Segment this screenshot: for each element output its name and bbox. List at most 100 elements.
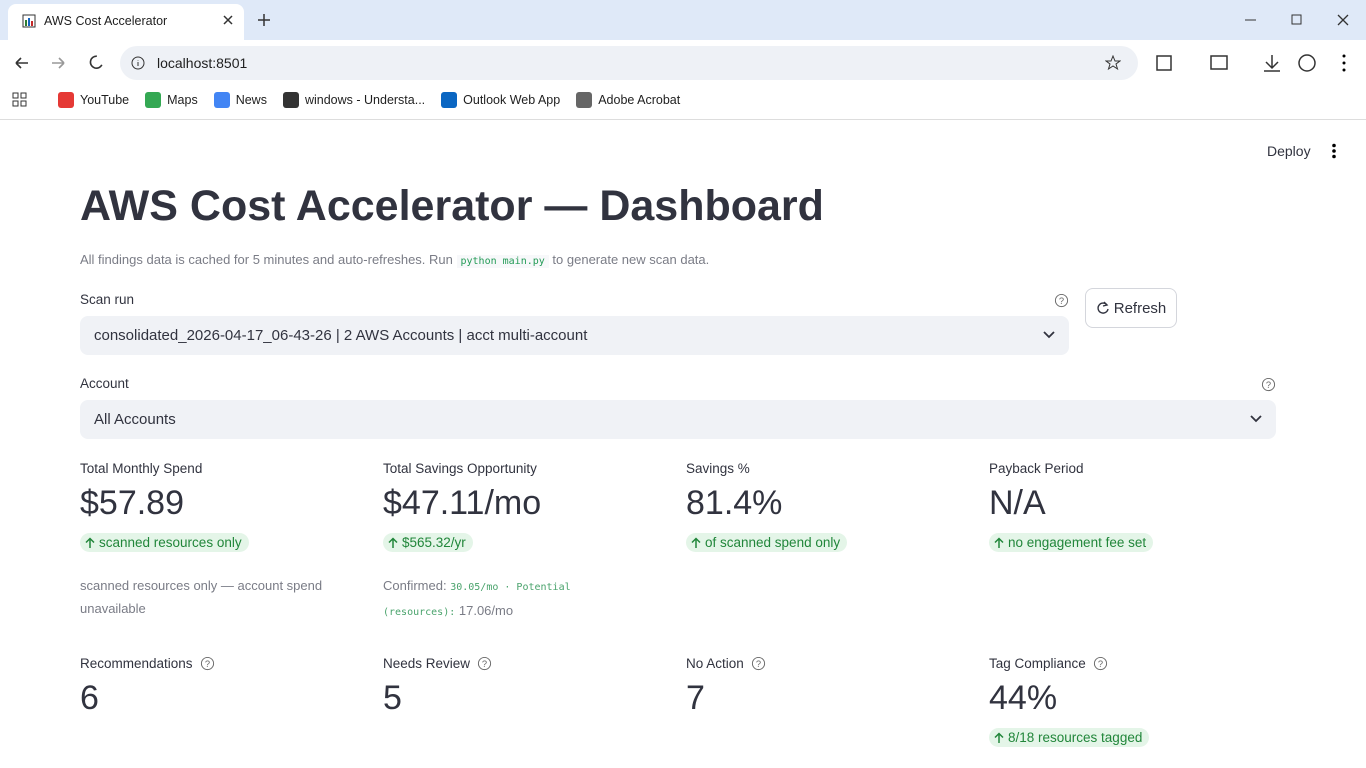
metric-value: 6 [80, 679, 99, 717]
metric-label-row: Total Monthly Spend [80, 461, 380, 476]
metric-card: Tag Compliance? 44% 8/18 resources tagged [989, 656, 1289, 749]
account-select[interactable]: All Accounts [80, 400, 1276, 439]
bookmark[interactable]: YouTube [58, 92, 129, 108]
metric-label-row: Needs Review? [383, 656, 683, 671]
bookmark-icon [58, 92, 74, 108]
bookmark-label: windows - Understa... [304, 93, 426, 107]
bookmark-icon [213, 92, 230, 108]
bookmark[interactable]: windows - Understa... [282, 92, 426, 108]
metric-card: Needs Review? 5 [383, 656, 683, 718]
help-icon[interactable]: ? [1261, 377, 1276, 392]
bookmark-star[interactable] [1105, 55, 1121, 71]
metric-value: $47.11/mo [383, 484, 542, 522]
metric-value: N/A [989, 484, 1046, 522]
tab-close[interactable] [222, 14, 234, 26]
tab-icon [22, 14, 36, 28]
browser-tab[interactable]: AWS Cost Accelerator [8, 4, 244, 40]
bookmark-label: Outlook Web App [463, 93, 561, 107]
metric-card: No Action? 7 [686, 656, 986, 718]
bookmark[interactable]: Outlook Web App [441, 92, 560, 108]
tab-title: AWS Cost Accelerator [44, 14, 168, 28]
window-controls[interactable] [1240, 12, 1356, 28]
help-icon[interactable]: ? [751, 656, 766, 671]
metric-card: Recommendations? 6 [80, 656, 380, 718]
button-text: Refresh [1113, 299, 1167, 317]
caption-text: All findings data is cached for 5 minute… [80, 252, 453, 267]
svg-text:?: ? [1098, 659, 1103, 669]
new-tab[interactable] [257, 13, 271, 27]
delta-arrow [691, 536, 701, 548]
metric-label: Total Savings Opportunity [383, 461, 537, 476]
help-icon[interactable]: ? [1054, 293, 1069, 308]
refresh-button[interactable]: Refresh [1085, 288, 1177, 328]
metric-card: Total Monthly Spend $57.89 scanned resourc… [80, 461, 380, 620]
metric-value: 44% [989, 679, 1058, 717]
svg-text:?: ? [482, 659, 487, 669]
delta-text: no engagement fee set [1008, 535, 1147, 550]
metric-delta: 8/18 resources tagged [989, 728, 1150, 747]
scan-run-select[interactable]: consolidated_2026-04-17_06-43-26 | 2 AWS… [80, 316, 1069, 355]
note-text: 17.06/mo [458, 602, 514, 618]
metric-delta: of scanned spend only [686, 533, 848, 552]
main-menu[interactable] [1330, 143, 1338, 159]
help-icon[interactable]: ? [477, 656, 492, 671]
chevron [1043, 331, 1055, 339]
bookmark-icon [576, 92, 593, 108]
svg-text:?: ? [204, 659, 209, 669]
bookmark-icon [441, 92, 458, 108]
svg-text:?: ? [756, 659, 761, 669]
metric-label-row: Total Savings Opportunity [383, 461, 683, 476]
svg-text:?: ? [1266, 380, 1271, 390]
svg-text:?: ? [1059, 296, 1064, 306]
inline-code: python main.py [456, 255, 549, 268]
delta-text: 8/18 resources tagged [1008, 730, 1143, 745]
metric-delta: no engagement fee set [989, 533, 1154, 552]
note-text: 30.05/mo · Potential (resources): [383, 581, 571, 618]
tab-bar: AWS Cost Accelerator [0, 0, 1366, 40]
delta-text: $565.32/yr [402, 535, 466, 550]
metric-label: No Action [686, 656, 744, 671]
page-title: AWS Cost Accelerator — Dashboard [80, 182, 824, 230]
caption-text: to generate new scan data. [552, 252, 710, 267]
bookmarks-bar: YouTube Maps News windows - Understa... Outl… [58, 92, 680, 108]
bookmark[interactable]: Adobe Acrobat [576, 92, 680, 108]
metric-label: Needs Review [383, 656, 471, 671]
toolbar-icons[interactable] [1155, 53, 1355, 73]
bookmark-icon [145, 92, 162, 108]
field-label: Scan run [80, 292, 135, 307]
bookmark-icon [282, 92, 299, 108]
metric-value: $57.89 [80, 484, 184, 522]
delta-text: of scanned spend only [705, 535, 841, 550]
bookmark-label: YouTube [80, 93, 130, 107]
delta-text: scanned resources only [99, 535, 242, 550]
metric-label: Payback Period [989, 461, 1084, 476]
metric-label-row: Payback Period [989, 461, 1289, 476]
address-bar[interactable]: localhost:8501 [120, 46, 1138, 80]
bookmark-label: Adobe Acrobat [598, 93, 681, 107]
chevron [1250, 415, 1262, 423]
bookmark[interactable]: News [213, 92, 267, 108]
help-icon[interactable]: ? [200, 656, 215, 671]
help-icon[interactable]: ? [1093, 656, 1108, 671]
metric-label: Tag Compliance [989, 656, 1086, 671]
apps-icon[interactable] [12, 92, 28, 108]
deploy-button[interactable]: Deploy [1267, 143, 1311, 159]
metric-value: 81.4% [686, 484, 783, 522]
metric-label-row: No Action? [686, 656, 986, 671]
bookmark-label: Maps [167, 93, 198, 107]
metric-label-row: Tag Compliance? [989, 656, 1289, 671]
nav-buttons[interactable] [12, 54, 112, 72]
metric-delta: scanned resources only [80, 533, 249, 552]
metric-label: Total Monthly Spend [80, 461, 203, 476]
refresh-icon [1097, 301, 1109, 314]
metric-label-row: Savings % [686, 461, 986, 476]
metric-card: Total Savings Opportunity $47.11/mo $565.3… [383, 461, 683, 624]
delta-arrow [388, 536, 398, 548]
metric-value: 5 [383, 679, 402, 717]
metric-label: Recommendations [80, 656, 193, 671]
metric-delta: $565.32/yr [383, 533, 473, 552]
bookmark[interactable]: Maps [145, 92, 198, 108]
metric-card: Savings % 81.4% of scanned spend only [686, 461, 986, 554]
metric-card: Payback Period N/A no engagement fee set [989, 461, 1289, 554]
